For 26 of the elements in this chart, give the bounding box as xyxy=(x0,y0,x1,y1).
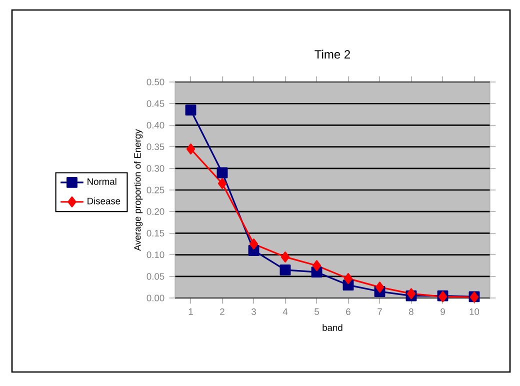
y-tick-label: 0.50 xyxy=(146,78,164,86)
y-tick-label: 0.15 xyxy=(146,230,164,236)
x-tick-label: 3 xyxy=(252,308,256,315)
x-tick-label: 2 xyxy=(220,308,224,315)
x-tick-label: 5 xyxy=(314,308,319,315)
legend-label: Normal xyxy=(88,178,116,185)
legend-label: Disease xyxy=(88,198,120,204)
chart-title: Time 2 xyxy=(314,50,350,59)
x-tick-label: 7 xyxy=(378,308,382,315)
y-tick-label: 0.00 xyxy=(146,294,164,302)
y-tick-label: 0.10 xyxy=(146,252,164,258)
y-tick-label: 0.05 xyxy=(146,273,164,280)
x-axis-title: band xyxy=(322,324,342,332)
x-tick-label: 10 xyxy=(470,308,480,315)
y-tick-label: 0.30 xyxy=(146,165,164,172)
x-tick-label: 1 xyxy=(188,308,193,315)
x-tick-label: 4 xyxy=(282,308,288,315)
y-tick-label: 0.35 xyxy=(146,144,164,150)
y-tick-label: 0.20 xyxy=(146,208,164,215)
y-axis-title: Average proportion of Energy xyxy=(134,129,143,251)
x-tick-label: 8 xyxy=(409,308,414,315)
x-tick-label: 6 xyxy=(346,308,350,315)
y-tick-label: 0.45 xyxy=(146,100,164,107)
x-tick-label: 9 xyxy=(440,308,445,315)
y-tick-label: 0.40 xyxy=(146,122,164,128)
y-tick-label: 0.25 xyxy=(146,186,164,194)
